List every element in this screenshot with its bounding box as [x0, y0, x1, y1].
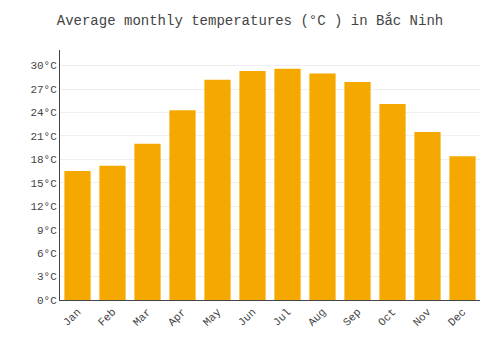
svg-text:Sep: Sep [341, 306, 363, 328]
svg-text:9°C: 9°C [37, 225, 57, 237]
svg-text:27°C: 27°C [30, 84, 57, 96]
svg-text:12°C: 12°C [30, 201, 57, 213]
svg-text:Nov: Nov [411, 306, 434, 329]
svg-text:30°C: 30°C [30, 60, 57, 72]
svg-text:21°C: 21°C [30, 131, 57, 143]
svg-text:Jul: Jul [271, 306, 293, 328]
svg-text:Jan: Jan [61, 306, 83, 328]
svg-text:Mar: Mar [131, 306, 153, 328]
svg-text:6°C: 6°C [37, 248, 57, 260]
svg-text:0°C: 0°C [37, 295, 57, 307]
svg-text:3°C: 3°C [37, 271, 57, 283]
svg-text:15°C: 15°C [30, 178, 57, 190]
svg-text:Feb: Feb [96, 306, 118, 328]
svg-text:Average monthly temperatures (: Average monthly temperatures (°C ) in Bắ… [57, 12, 443, 29]
svg-text:Apr: Apr [166, 306, 188, 328]
svg-text:18°C: 18°C [30, 154, 57, 166]
svg-text:Aug: Aug [306, 306, 328, 328]
svg-text:Oct: Oct [376, 306, 398, 328]
svg-text:Jun: Jun [236, 306, 258, 328]
svg-text:24°C: 24°C [30, 107, 57, 119]
svg-text:Dec: Dec [446, 306, 468, 328]
svg-text:May: May [201, 306, 224, 329]
